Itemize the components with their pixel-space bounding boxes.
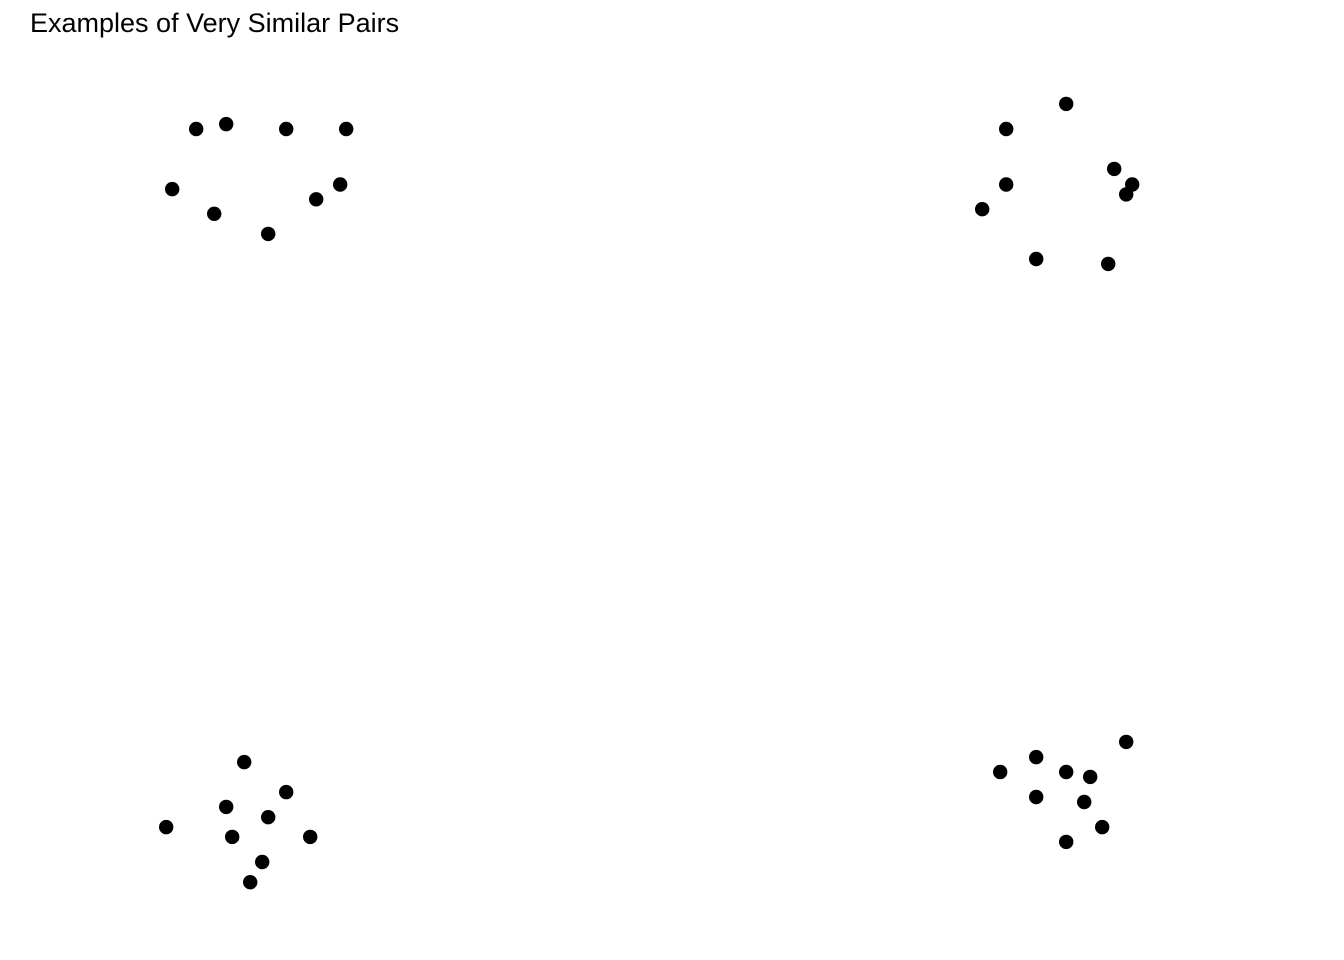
scatter-point-bottom-right-7 <box>1077 794 1092 810</box>
scatter-point-top-right-1 <box>1059 96 1074 112</box>
scatter-point-top-left-4 <box>339 121 354 137</box>
scatter-point-bottom-left-4 <box>261 810 276 825</box>
scatter-point-top-right-2 <box>999 121 1014 137</box>
scatter-panel-top-left <box>165 116 354 242</box>
scatter-point-top-left-3 <box>279 121 294 137</box>
scatter-point-top-left-8 <box>207 206 222 221</box>
scatter-point-bottom-left-6 <box>225 829 240 845</box>
scatter-point-bottom-left-1 <box>237 754 252 770</box>
scatter-point-bottom-left-5 <box>159 819 174 835</box>
scatter-panel-bottom-right <box>993 734 1134 850</box>
scatter-point-bottom-right-4 <box>1059 764 1074 780</box>
scatter-point-bottom-left-3 <box>219 799 234 815</box>
scatter-point-top-left-9 <box>261 226 276 242</box>
scatter-point-top-right-4 <box>999 177 1014 192</box>
scatter-point-bottom-right-2 <box>1029 749 1044 765</box>
scatter-point-top-right-6 <box>1119 187 1134 202</box>
scatter-point-bottom-right-8 <box>1095 819 1110 835</box>
scatter-point-bottom-left-2 <box>279 784 294 800</box>
scatter-point-bottom-right-6 <box>1029 789 1044 805</box>
scatter-point-top-left-5 <box>165 181 180 197</box>
scatter-point-bottom-left-8 <box>255 854 270 870</box>
scatter-point-bottom-right-1 <box>1119 734 1134 750</box>
scatter-panel-bottom-left <box>159 754 318 890</box>
scatter-point-bottom-right-5 <box>1083 769 1098 785</box>
scatter-point-top-right-9 <box>1101 256 1116 272</box>
scatter-point-top-right-8 <box>1029 251 1044 267</box>
scatter-point-bottom-left-7 <box>303 829 318 845</box>
scatter-point-top-left-1 <box>189 121 204 137</box>
scatter-point-top-left-2 <box>219 116 234 132</box>
scatter-point-bottom-right-3 <box>993 764 1008 780</box>
scatter-point-top-right-3 <box>1107 161 1122 177</box>
scatter-point-top-left-6 <box>333 177 348 192</box>
scatter-point-bottom-left-9 <box>243 875 258 890</box>
scatter-point-bottom-right-9 <box>1059 834 1074 850</box>
figure-title: Examples of Very Similar Pairs <box>30 8 400 38</box>
scatter-point-top-right-7 <box>975 202 990 217</box>
scatter-point-top-left-7 <box>309 192 324 207</box>
scatter-panel-top-right <box>975 96 1140 272</box>
